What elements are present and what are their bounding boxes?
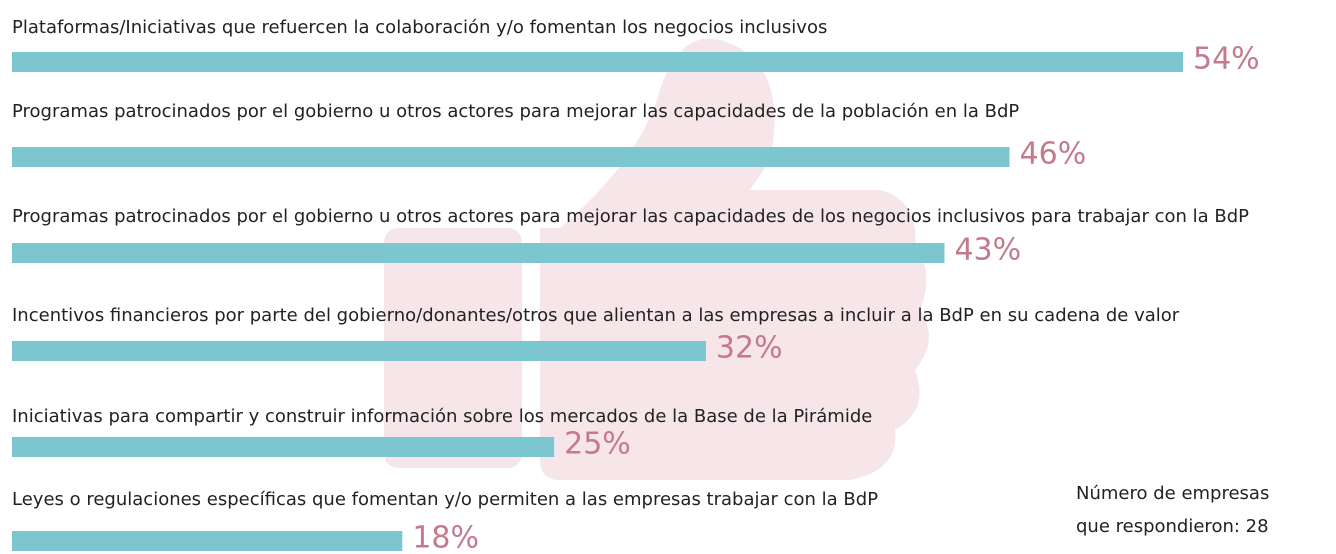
bar xyxy=(12,243,945,263)
category-label: Iniciativas para compartir y construir i… xyxy=(12,406,872,427)
value-label: 18% xyxy=(412,521,479,554)
value-label: 32% xyxy=(716,331,783,366)
category-label: Incentivos financieros por parte del gob… xyxy=(12,305,1180,326)
value-label: 43% xyxy=(954,233,1021,268)
bar xyxy=(12,531,403,551)
note: que respondieron: 28 xyxy=(1076,516,1269,537)
value-label: 25% xyxy=(564,427,631,462)
value-label: 54% xyxy=(1193,42,1260,77)
category-label: Leyes o regulaciones específicas que fom… xyxy=(12,489,878,510)
value-label: 46% xyxy=(1020,137,1087,172)
category-label: Programas patrocinados por el gobierno u… xyxy=(12,101,1019,122)
category-label: Programas patrocinados por el gobierno u… xyxy=(12,206,1249,227)
bar xyxy=(12,341,706,361)
category-label: Plataformas/Iniciativas que refuercen la… xyxy=(12,17,827,38)
bar xyxy=(12,437,555,457)
note: Número de empresas xyxy=(1076,483,1269,504)
bar xyxy=(12,52,1183,72)
bar xyxy=(12,147,1010,167)
